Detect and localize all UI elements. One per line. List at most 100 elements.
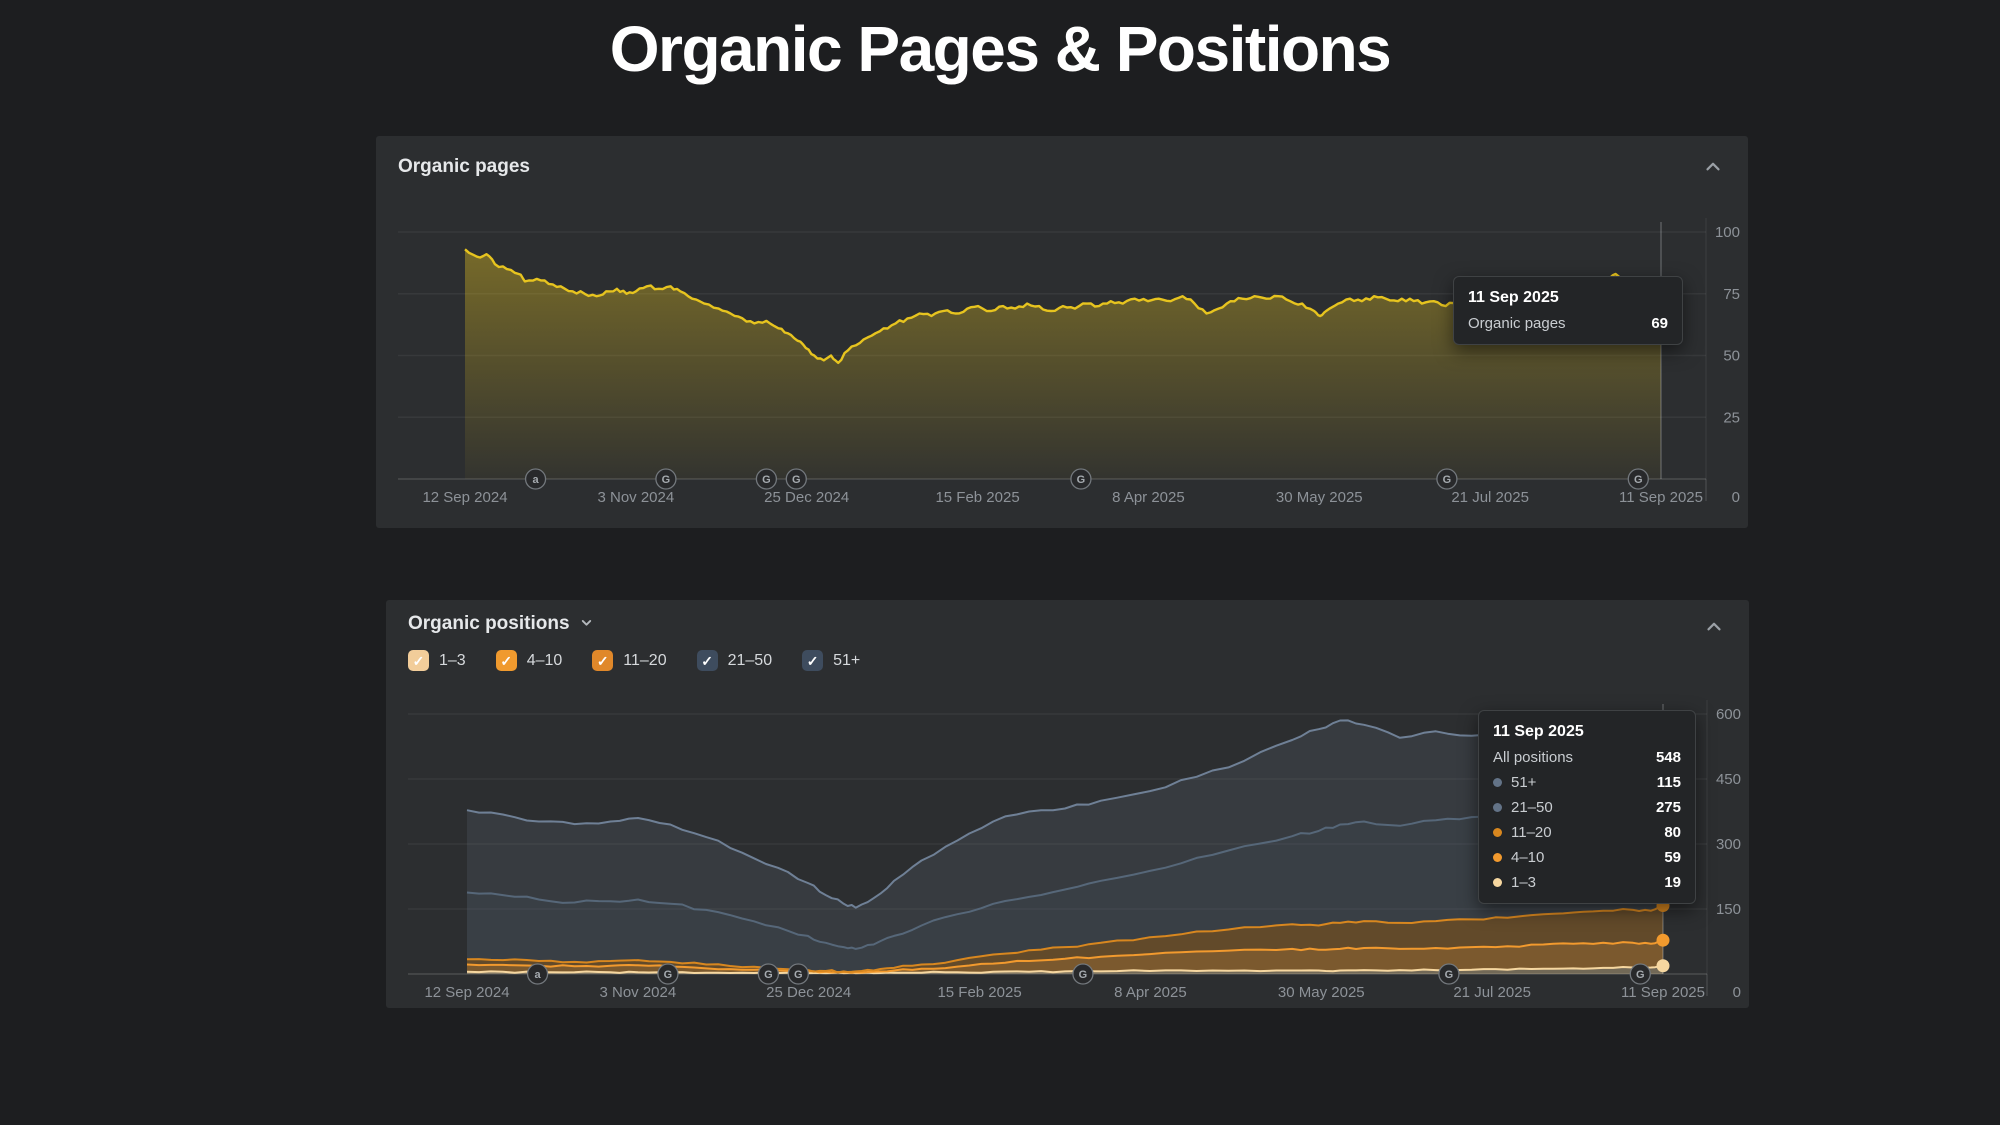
organic-pages-chart[interactable]: 25 50 75 100 12 Sep 2024 3 Nov 2024 25 Dec 202…	[376, 136, 1748, 528]
cumline-0	[466, 964, 1664, 975]
tooltip-row-label: Organic pages	[1468, 315, 1566, 332]
organic-pages-area	[465, 249, 1661, 479]
svg-text:G: G	[794, 969, 803, 981]
legend-checkbox: ✓	[696, 650, 718, 671]
svg-text:G: G	[762, 474, 771, 486]
annotation-chip[interactable]: G	[1627, 468, 1649, 490]
x-tick-label: 11 Sep 2025	[1621, 984, 1705, 1001]
annotation-chip[interactable]: G	[785, 468, 807, 490]
legend-label: 1–3	[439, 651, 466, 669]
legend-label: 11–20	[623, 651, 667, 669]
tooltip-row-label: 51+	[1493, 774, 1536, 791]
page-title: Organic Pages & Positions	[609, 13, 1392, 85]
x-tick-label: 3 Nov 2024	[597, 489, 674, 506]
pages-tooltip: 11 Sep 2025 Organic pages 69	[1453, 276, 1683, 345]
tooltip-row: 4–10 59	[1493, 849, 1681, 866]
tooltip-row-value: 19	[1664, 874, 1681, 891]
tooltip-row-value: 59	[1664, 849, 1681, 866]
annotation-chip[interactable]: G	[1436, 468, 1458, 490]
y-tick-label: 600	[1716, 706, 1741, 723]
band-2	[467, 905, 1663, 973]
x-tick-label: 12 Sep 2024	[424, 984, 509, 1001]
x-tick-label: 21 Jul 2025	[1453, 984, 1531, 1001]
x-tick-label: 8 Apr 2025	[1112, 489, 1185, 506]
svg-text:G: G	[1636, 969, 1645, 981]
legend-checkbox: ✓	[408, 650, 429, 671]
tooltip-row-label: 4–10	[1493, 849, 1544, 866]
annotation-chip[interactable]: G	[787, 963, 809, 985]
tooltip-row-label: 11–20	[1493, 824, 1552, 841]
band-0	[467, 965, 1663, 974]
tooltip-row-label: 21–50	[1493, 799, 1553, 816]
legend-checkbox: ✓	[592, 650, 614, 671]
tooltip-row: 51+ 115	[1493, 774, 1681, 791]
y-tick-label: 75	[1723, 286, 1740, 303]
legend-label: 21–50	[727, 651, 773, 669]
svg-text:G: G	[1079, 969, 1088, 981]
annotation-chip[interactable]: G	[655, 468, 677, 490]
positions-tooltip: 11 Sep 2025 All positions 548 51+ 115 21–50 2…	[1478, 710, 1696, 904]
organic-pages-header: Organic pages	[398, 156, 530, 178]
collapse-panel-button[interactable]	[1699, 612, 1729, 645]
cumline-2	[466, 904, 1664, 974]
check-icon: ✓	[412, 652, 425, 669]
annotation-chip[interactable]: a	[524, 468, 547, 490]
band-4	[467, 720, 1663, 949]
legend-label: 4–10	[526, 651, 563, 669]
legend-item-11-20[interactable]: ✓ 11–20	[592, 650, 667, 671]
organic-positions-chart[interactable]: 150 300 450 600 12 Sep 2024 3 Nov 2024 25 Dec …	[386, 600, 1749, 1008]
legend-item-4-10[interactable]: ✓ 4–10	[495, 650, 563, 671]
svg-text:G: G	[1443, 474, 1452, 486]
series-dot-icon	[1493, 828, 1502, 837]
panel-title: Organic pages	[398, 156, 530, 177]
y-tick-label: 50	[1723, 348, 1740, 365]
tooltip-row: 21–50 275	[1493, 799, 1681, 816]
svg-text:G: G	[792, 474, 801, 486]
tooltip-date: 11 Sep 2025	[1493, 723, 1584, 740]
annotation-chip[interactable]: G	[757, 963, 780, 985]
legend-item-51+[interactable]: ✓ 51+	[802, 650, 860, 671]
svg-text:G: G	[664, 969, 673, 981]
tooltip-row-value: 115	[1656, 774, 1681, 791]
tooltip-row: All positions 548	[1493, 749, 1681, 766]
tooltip-row-value: 275	[1655, 799, 1681, 816]
legend-checkbox: ✓	[495, 650, 517, 671]
x-tick-label: 11 Sep 2025	[1619, 489, 1703, 506]
annotation-chip[interactable]: G	[1070, 468, 1092, 490]
x-tick-label: 12 Sep 2024	[422, 489, 507, 506]
tooltip-row-label: All positions	[1493, 749, 1574, 766]
tooltip-row: 1–3 19	[1493, 874, 1681, 891]
annotation-chip[interactable]: G	[1072, 963, 1094, 985]
annotation-chip[interactable]: G	[755, 468, 778, 490]
collapse-panel-button[interactable]	[1698, 152, 1728, 185]
check-icon: ✓	[701, 652, 713, 669]
tooltip-row: Organic pages 69	[1468, 315, 1668, 332]
positions-legend: ✓ 1–3 ✓ 4–10 ✓ 11–20 ✓ 21–50 ✓ 51+	[408, 650, 860, 671]
y-tick-label: 300	[1716, 836, 1741, 853]
check-icon: ✓	[806, 652, 819, 669]
legend-item-1-3[interactable]: ✓ 1–3	[408, 650, 466, 671]
annotation-chip[interactable]: a	[526, 963, 549, 985]
series-dot-icon	[1493, 778, 1502, 787]
y-tick-label: 25	[1723, 409, 1740, 426]
tooltip-row-value: 80	[1664, 824, 1681, 841]
cumline-1	[466, 939, 1664, 974]
annotation-chip[interactable]: G	[1438, 963, 1460, 985]
organic-positions-selector[interactable]: Organic positions	[408, 613, 594, 635]
organic-positions-panel: Organic positions ✓ 1–3 ✓ 4–10 ✓ 11–20 ✓ 21–50 ✓…	[386, 600, 1749, 1008]
svg-text:G: G	[1445, 969, 1454, 981]
organic-pages-panel: Organic pages 25 50 75 100 12 Sep 2024 3 Nov …	[376, 136, 1748, 528]
legend-label: 51+	[833, 651, 861, 669]
x-tick-label: 3 Nov 2024	[599, 984, 676, 1001]
x-tick-label: 8 Apr 2025	[1114, 984, 1187, 1001]
legend-item-21-50[interactable]: ✓ 21–50	[696, 650, 773, 671]
y-tick-label: 450	[1716, 771, 1741, 788]
zero-tick-label: 0	[1732, 489, 1740, 506]
panel-title: Organic positions	[408, 613, 570, 634]
annotation-chip[interactable]: G	[1629, 963, 1651, 985]
series-dot-icon	[1493, 853, 1502, 862]
check-icon: ✓	[596, 652, 609, 669]
tooltip-row-label: 1–3	[1493, 874, 1536, 891]
annotation-chip[interactable]: G	[657, 963, 679, 985]
